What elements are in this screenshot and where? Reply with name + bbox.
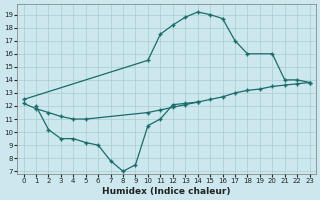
X-axis label: Humidex (Indice chaleur): Humidex (Indice chaleur) xyxy=(102,187,231,196)
